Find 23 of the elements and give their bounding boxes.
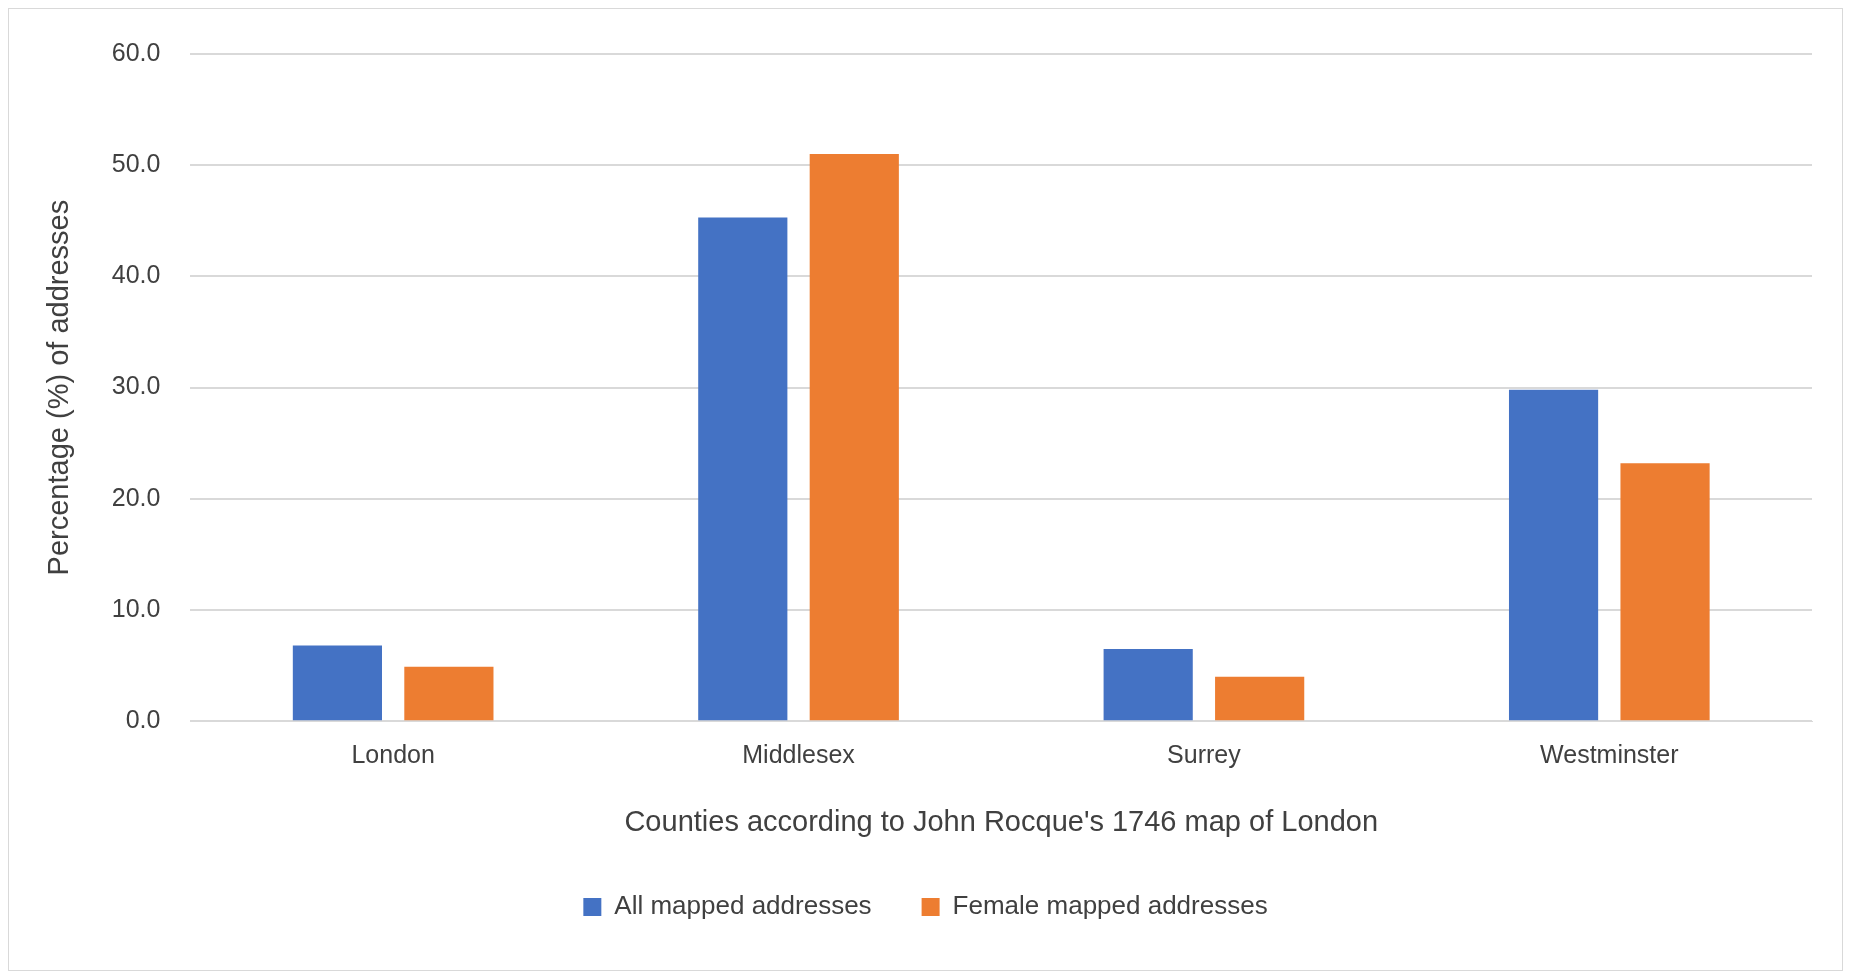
x-tick-label: Middlesex — [742, 740, 856, 769]
y-tick-label: 60.0 — [111, 37, 161, 66]
bar — [698, 217, 788, 721]
x-axis-title: Counties according to John Rocque's 1746 map of London — [624, 804, 1379, 837]
y-tick-label: 10.0 — [111, 593, 161, 622]
bar — [1620, 463, 1710, 721]
y-axis-title: Percentage (%) of addresses — [42, 199, 75, 576]
y-tick-label: 40.0 — [111, 260, 161, 289]
y-tick-label: 30.0 — [111, 371, 161, 400]
bar — [404, 666, 494, 721]
y-tick-label: 20.0 — [111, 482, 161, 511]
legend-label: Female mapped addresses — [952, 890, 1268, 921]
x-tick-label: Westminster — [1540, 740, 1679, 769]
x-tick-label: London — [351, 740, 435, 769]
y-tick-label: 50.0 — [111, 149, 161, 178]
bar — [1215, 676, 1305, 721]
bar — [292, 645, 382, 721]
bar — [1103, 648, 1193, 721]
y-tick-label: 0.0 — [125, 705, 161, 734]
x-tick-label: Surrey — [1167, 740, 1242, 769]
legend-label: All mapped addresses — [614, 890, 872, 921]
bar — [1508, 389, 1599, 721]
bar — [809, 154, 899, 721]
